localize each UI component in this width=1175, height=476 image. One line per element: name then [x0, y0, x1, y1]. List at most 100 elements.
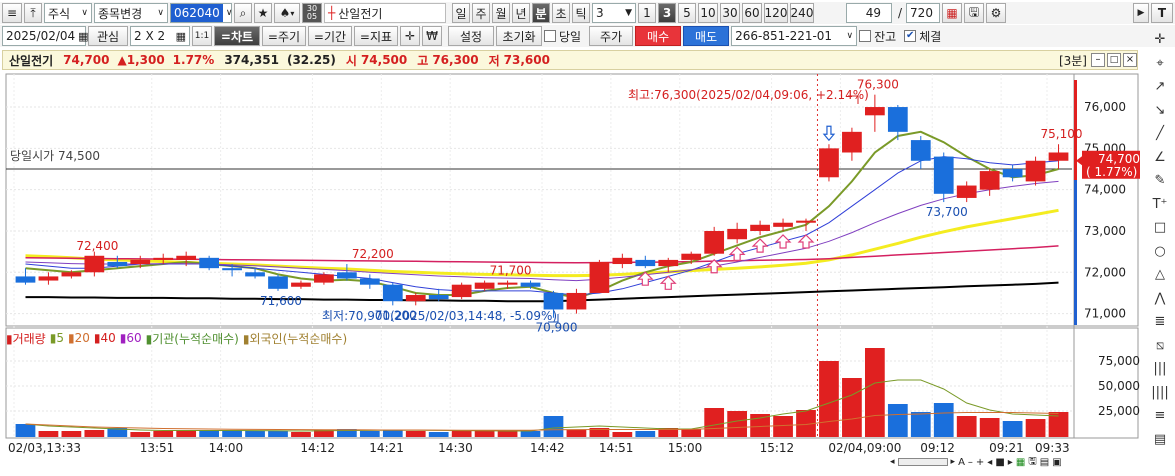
- text-tool-button[interactable]: T: [1151, 3, 1173, 23]
- range-button[interactable]: =기간: [308, 26, 352, 46]
- menu-icon[interactable]: ≡: [2, 3, 22, 23]
- list-icon[interactable]: ≡: [1154, 408, 1166, 424]
- channel-icon[interactable]: ≣: [1154, 314, 1166, 330]
- trend-line-icon[interactable]: ╱: [1156, 126, 1164, 142]
- grid-color-icon[interactable]: ▦: [942, 3, 963, 23]
- volume-legend-item[interactable]: ▮외국인(누적순매수): [242, 331, 348, 346]
- play-icon[interactable]: ▶: [1133, 3, 1149, 23]
- count-input[interactable]: 49: [846, 3, 892, 23]
- crosshair-line-icon[interactable]: ⌖: [1156, 55, 1164, 71]
- reset-button[interactable]: 초기화: [496, 26, 542, 46]
- ray-icon[interactable]: ↗: [1154, 79, 1166, 95]
- today-checkbox[interactable]: [544, 30, 556, 42]
- scroll-track[interactable]: [897, 458, 948, 466]
- time-tick-label: 13:51: [140, 441, 175, 455]
- watch-button[interactable]: 관심: [88, 26, 128, 46]
- step-forward-icon[interactable]: ▸: [1007, 456, 1013, 468]
- interval-240[interactable]: 240: [790, 3, 814, 23]
- cross-cursor-icon[interactable]: ✛: [1154, 32, 1166, 48]
- close-icon[interactable]: ×: [1123, 53, 1137, 67]
- minimize-icon[interactable]: –: [1091, 53, 1105, 67]
- won-button[interactable]: ₩: [422, 26, 442, 46]
- stock-name-field[interactable]: ┼ 산일전기: [324, 3, 446, 23]
- indicator-button[interactable]: =지표: [354, 26, 398, 46]
- scroll-right-icon[interactable]: ▸: [950, 457, 956, 467]
- restore-icon[interactable]: □: [1107, 53, 1121, 67]
- volume-bar: [956, 416, 977, 437]
- disk-icon[interactable]: 🖫: [1028, 455, 1037, 467]
- sell-button[interactable]: 매도: [683, 26, 730, 46]
- pin-icon[interactable]: ⤒: [24, 3, 42, 23]
- period-minute[interactable]: 분: [532, 3, 550, 23]
- crosshair-icon[interactable]: ✛: [400, 26, 420, 46]
- angle-line-icon[interactable]: ∠: [1154, 149, 1166, 165]
- zoom-in-icon[interactable]: +: [975, 456, 985, 468]
- candle-value-label: 70,900: [535, 321, 577, 335]
- lock-icon[interactable]: ▣: [1052, 456, 1062, 468]
- settings-button[interactable]: 설정: [448, 26, 494, 46]
- buy-button[interactable]: 매수: [635, 26, 682, 46]
- interval-10[interactable]: 10: [698, 3, 718, 23]
- account-select[interactable]: 266-851-221-01 ∨: [731, 26, 858, 46]
- period-day[interactable]: 일: [452, 3, 470, 23]
- filled-checkbox[interactable]: ✔: [904, 30, 917, 42]
- stop-icon[interactable]: ■: [995, 456, 1005, 468]
- period-lines-icon[interactable]: |||: [1153, 361, 1167, 377]
- gann-icon[interactable]: ⧅: [1155, 337, 1165, 353]
- interval-5[interactable]: 5: [678, 3, 696, 23]
- period-week[interactable]: 주: [472, 3, 490, 23]
- print-icon[interactable]: ▤: [1039, 456, 1050, 468]
- grid-select[interactable]: 2 X 2 ▦: [130, 26, 190, 46]
- zoom-out-icon[interactable]: –: [967, 456, 973, 468]
- period-year[interactable]: 년: [512, 3, 530, 23]
- volume-legend-item[interactable]: ▮60: [119, 331, 142, 345]
- gear-icon[interactable]: ⚙: [986, 3, 1007, 23]
- circle-icon[interactable]: ○: [1154, 243, 1166, 259]
- interval-60[interactable]: 60: [742, 3, 762, 23]
- time-tick-label: 14:21: [369, 441, 404, 455]
- change-select[interactable]: 종목변경 ∨: [94, 3, 168, 23]
- stock-code-input[interactable]: 062040 ∨: [170, 3, 232, 23]
- interval-select[interactable]: 3 ▼: [592, 3, 636, 23]
- volume-legend-item[interactable]: ▮5: [49, 331, 64, 345]
- one-to-one-button[interactable]: 1:1: [192, 26, 212, 46]
- volume-legend-item[interactable]: ▮40: [93, 331, 116, 345]
- period-second[interactable]: 초: [552, 3, 570, 23]
- price-volume-chart[interactable]: 76,000 75,000 74,000 73,000 72,000 71,000 02/0…: [0, 70, 1140, 460]
- pencil-icon[interactable]: ✎: [1154, 173, 1166, 189]
- text-t-icon[interactable]: T⁺: [1152, 196, 1168, 212]
- star-icon[interactable]: ★: [254, 3, 272, 23]
- candle-value-label: 72,200: [352, 247, 394, 261]
- period-tick[interactable]: 틱: [572, 3, 590, 23]
- fibonacci-icon[interactable]: ⋀: [1154, 290, 1166, 306]
- volume-legend-item[interactable]: ▮거래량: [6, 331, 46, 346]
- chart-button[interactable]: =차트: [214, 26, 260, 46]
- rectangle-icon[interactable]: □: [1153, 220, 1167, 236]
- search-icon[interactable]: ⌕: [234, 3, 252, 23]
- volume-legend-item[interactable]: ▮20: [67, 331, 90, 345]
- interval-1[interactable]: 1: [638, 3, 656, 23]
- period-button[interactable]: =주기: [262, 26, 306, 46]
- excel-icon[interactable]: ▦: [1015, 456, 1026, 468]
- volume-legend-item[interactable]: ▮기관(누적순매수): [145, 331, 239, 346]
- volume-tick-label: 25,000: [1098, 404, 1140, 418]
- drawing-toolbar: ✛ ⌖ ↗ ↘ ╱ ∠ ✎ T⁺ □ ○ △ ⋀ ≣ ⧅ ||| |||| ≡ ▤: [1148, 28, 1172, 474]
- interval-120[interactable]: 120: [764, 3, 788, 23]
- step-back-icon[interactable]: ◂: [987, 456, 993, 468]
- save-icon[interactable]: 🖫: [964, 3, 985, 23]
- vertical-lines-icon[interactable]: ||||: [1151, 384, 1169, 400]
- date-input[interactable]: 2025/02/04 ▦: [2, 26, 89, 46]
- arrow-tool-icon[interactable]: ↘: [1154, 102, 1166, 118]
- scroll-left-icon[interactable]: ◂: [890, 457, 895, 467]
- font-small-icon[interactable]: A: [958, 456, 965, 468]
- price-button[interactable]: 주가: [589, 26, 634, 46]
- balance-checkbox[interactable]: [859, 30, 872, 42]
- interval-3[interactable]: 3: [658, 3, 676, 23]
- export-icon[interactable]: ▤: [1153, 431, 1167, 447]
- interval-30[interactable]: 30: [720, 3, 740, 23]
- thirty-icon[interactable]: 30 05: [302, 3, 322, 23]
- triangle-icon[interactable]: △: [1155, 267, 1165, 283]
- spade-icon[interactable]: ♠ ▾: [274, 3, 300, 23]
- period-month[interactable]: 월: [492, 3, 510, 23]
- market-select[interactable]: 주식 ∨: [44, 3, 92, 23]
